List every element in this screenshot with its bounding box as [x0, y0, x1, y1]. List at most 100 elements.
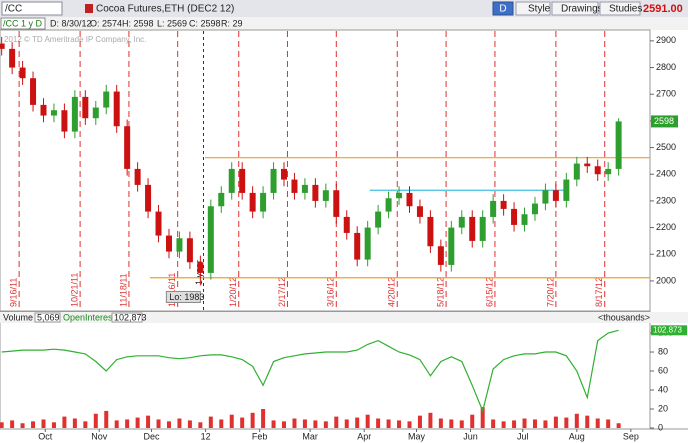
candle-body [124, 126, 131, 169]
volume-bar [323, 421, 328, 428]
candle-body [396, 192, 403, 199]
y-tick-label: 2300 [656, 195, 676, 205]
info-date: D: 8/30/12 [50, 18, 92, 28]
candle-body [552, 190, 559, 201]
units-label: <thousands> [598, 312, 650, 322]
studies-button[interactable]: Studies [609, 4, 642, 15]
candle-body [207, 206, 214, 273]
y-tick-label: 2900 [656, 35, 676, 45]
volume-bar [83, 421, 88, 428]
candle-body [385, 198, 392, 212]
volume-bar [449, 419, 454, 428]
open-interest-line [1, 329, 619, 413]
candle-body [50, 110, 57, 116]
event-label: 6/15/12 [484, 277, 494, 307]
volume-bar [198, 422, 203, 428]
x-tick-label: Sep [623, 431, 639, 441]
volume-bar [240, 417, 245, 428]
volume-bar [480, 407, 485, 428]
volume-bar [125, 419, 130, 428]
volume-bar [41, 419, 46, 428]
volume-bar [20, 423, 25, 428]
volume-bar [407, 421, 412, 428]
volume-bar [595, 418, 600, 428]
volume-bar [313, 420, 318, 428]
open-interest-value: 102,873 [114, 312, 147, 322]
x-tick-label: Jun [463, 431, 478, 441]
watermark: 2012 © TD Ameritrade IP Company, Inc. [4, 35, 146, 44]
volume-bar [166, 421, 171, 428]
candle-body [542, 190, 549, 204]
candle-body [186, 238, 193, 263]
candle-body [134, 168, 141, 185]
volume-bar [470, 414, 475, 428]
event-label: 1/20/12 [228, 277, 238, 307]
event-label: 8/17/12 [594, 277, 604, 307]
volume-bar [135, 417, 140, 428]
candle-body [30, 78, 37, 105]
volume-bar [104, 410, 109, 428]
candle-body [479, 216, 486, 241]
y-tick-label: 2500 [656, 142, 676, 152]
candle-body [364, 227, 371, 260]
candle-body [584, 163, 591, 167]
volume-bar [616, 423, 621, 428]
symbol[interactable]: /CC [5, 4, 22, 15]
volume-bar [261, 409, 266, 428]
candle-body [218, 192, 225, 207]
candle-body [427, 216, 434, 247]
volume-bar [365, 414, 370, 428]
volume-header [0, 312, 688, 323]
last-price-box [651, 115, 678, 128]
candle-body [249, 192, 256, 212]
volume-bar [292, 418, 297, 428]
period-button[interactable]: D [499, 4, 506, 15]
candle-body [563, 179, 570, 201]
event-label: 11/18/11 [118, 273, 128, 307]
candle-body [594, 166, 601, 175]
volume-bar [585, 415, 590, 428]
price-pane [0, 29, 651, 312]
button-bg[interactable] [492, 1, 514, 16]
candle-body [605, 168, 612, 175]
candle-body [458, 216, 465, 228]
candle-body [239, 168, 246, 193]
volume-bar [574, 413, 579, 428]
button-bg[interactable] [551, 1, 599, 16]
button-bg[interactable] [515, 1, 551, 16]
event-label: 12/16/11 [167, 273, 177, 307]
candle-body [375, 211, 382, 228]
legend-volume: Volume [3, 312, 33, 322]
info-open: O: 2574 [90, 18, 122, 28]
candle-body [260, 192, 267, 212]
volume-bar [543, 420, 548, 428]
volume-bar [187, 420, 192, 428]
candle-body [521, 214, 528, 225]
oi-last-box [651, 325, 687, 336]
volume-bar [156, 419, 161, 428]
volume-bar [438, 418, 443, 428]
x-tick-label: 12 [201, 431, 211, 441]
event-label: 3/16/12 [326, 277, 336, 307]
volume-bar [522, 418, 527, 428]
symbol-box[interactable] [1, 1, 63, 16]
button-bg[interactable] [599, 1, 641, 16]
volume-bar [606, 419, 611, 428]
x-tick-label: Jul [517, 431, 529, 441]
volume-bar [10, 420, 15, 428]
x-tick-label: Aug [569, 431, 585, 441]
candle-body [103, 91, 110, 108]
volume-bar [51, 422, 56, 428]
value-box [111, 312, 143, 323]
candle-body [270, 168, 277, 193]
x-tick-label: Feb [252, 431, 268, 441]
event-label: 4/20/12 [387, 277, 397, 307]
candle-body [92, 107, 99, 119]
candle-body [343, 216, 350, 233]
candle-body [40, 104, 47, 116]
x-tick-label: Nov [91, 431, 108, 441]
y-tick-label: 0 [658, 422, 663, 432]
description: Cocoa Futures,ETH (DEC2 12) [96, 4, 234, 15]
style-button[interactable]: Style [528, 4, 551, 15]
drawings-button[interactable]: Drawings [561, 4, 603, 15]
